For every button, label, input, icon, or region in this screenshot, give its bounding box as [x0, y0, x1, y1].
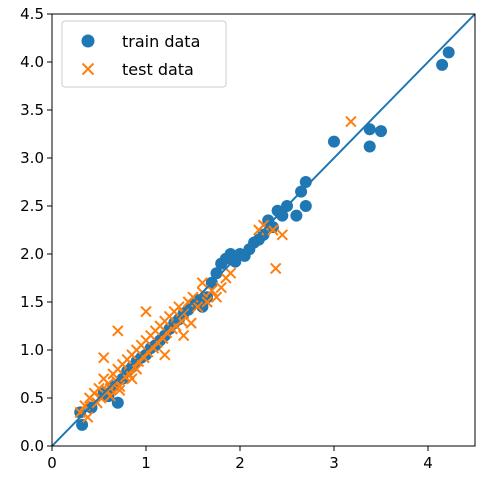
y-tick-label: 1.0: [20, 341, 44, 359]
test-data-point: [196, 277, 209, 289]
test-data-point: [95, 392, 107, 404]
train-data-point: [436, 58, 449, 71]
test-data-point: [160, 327, 173, 339]
y-tick-label: 3.0: [20, 149, 44, 167]
y-tick-label: 4.5: [20, 5, 44, 23]
test-data-point: [191, 301, 204, 313]
test-data-point: [215, 281, 227, 294]
test-data-point: [276, 229, 289, 241]
train-data-point: [290, 209, 303, 222]
test-data-point: [270, 262, 282, 275]
test-data-point: [345, 115, 357, 128]
legend-label: train data: [122, 32, 200, 51]
y-tick-label: 2.5: [20, 197, 44, 215]
reference-line: [52, 14, 475, 446]
legend-label: test data: [122, 60, 194, 79]
plot-marks: [52, 14, 475, 446]
test-data-point: [201, 296, 213, 308]
plot-area-frame: [51, 13, 476, 447]
train-data-point: [442, 46, 455, 59]
test-data-point: [224, 267, 237, 279]
train-data-point: [299, 200, 312, 212]
y-tick-label: 0.0: [20, 437, 44, 455]
y-tick-label: 0.5: [20, 389, 44, 407]
train-data-point: [328, 135, 340, 148]
y-tick-label: 1.5: [20, 293, 44, 311]
test-data-point: [74, 406, 86, 419]
train-data-point: [76, 418, 89, 431]
train-data-point: [363, 123, 376, 136]
test-data-point: [177, 329, 190, 342]
test-data-point: [177, 307, 190, 320]
test-data-point: [112, 325, 124, 337]
y-tick-label: 3.5: [20, 101, 44, 119]
x-tick-label: 4: [423, 454, 433, 472]
test-data-point: [104, 382, 116, 395]
test-data-point: [130, 363, 143, 375]
y-tick-label: 4.0: [20, 53, 44, 71]
series-test-data: [74, 115, 357, 423]
test-data-point: [142, 346, 154, 358]
test-data-point: [187, 291, 199, 303]
test-data-point: [210, 291, 223, 303]
test-data-point: [185, 317, 197, 329]
test-data-point: [97, 351, 110, 364]
x-tick-label: 0: [47, 454, 57, 472]
test-data-point: [140, 305, 152, 318]
test-data-point: [126, 373, 138, 385]
test-data-point: [151, 336, 163, 349]
legend: train data test data: [61, 20, 227, 88]
test-data-point: [113, 384, 126, 397]
x-tick-label: 1: [141, 454, 151, 472]
test-data-point: [159, 349, 171, 361]
test-data-point: [173, 301, 185, 313]
test-data-point: [257, 219, 270, 231]
legend-train-marker: [81, 34, 95, 48]
test-data-point: [267, 224, 279, 236]
legend-test-marker: [81, 62, 95, 76]
x-tick-label: 3: [329, 454, 339, 472]
test-data-point: [113, 380, 126, 393]
legend-box: [61, 20, 227, 88]
x-tick-label: 2: [235, 454, 245, 472]
train-data-point: [363, 140, 376, 153]
y-tick-label: 2.0: [20, 245, 44, 263]
train-data-point: [375, 125, 387, 138]
axis-ticks: 0 1 2 3 4 0.0 0.5 1.0 1.5 2.0 2.5 3.0 3.5 4.0 4.5: [20, 5, 433, 472]
